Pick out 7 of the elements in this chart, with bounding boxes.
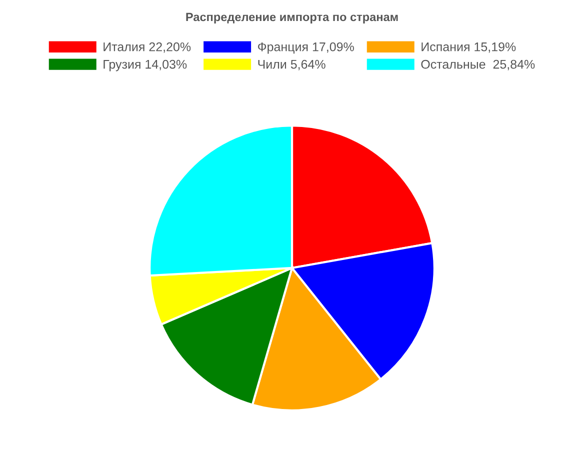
legend-label: Италия 22,20%	[104, 42, 191, 53]
legend-label: Испания 15,19%	[422, 42, 516, 53]
chart-title: Распределение импорта по странам	[186, 12, 398, 24]
legend-label: Грузия 14,03%	[104, 60, 187, 72]
legend-label: Франция 17,09%	[258, 42, 354, 54]
legend-label: Чили 5,64%	[258, 60, 326, 70]
legend-label: Остальные 25,84%	[421, 60, 535, 70]
